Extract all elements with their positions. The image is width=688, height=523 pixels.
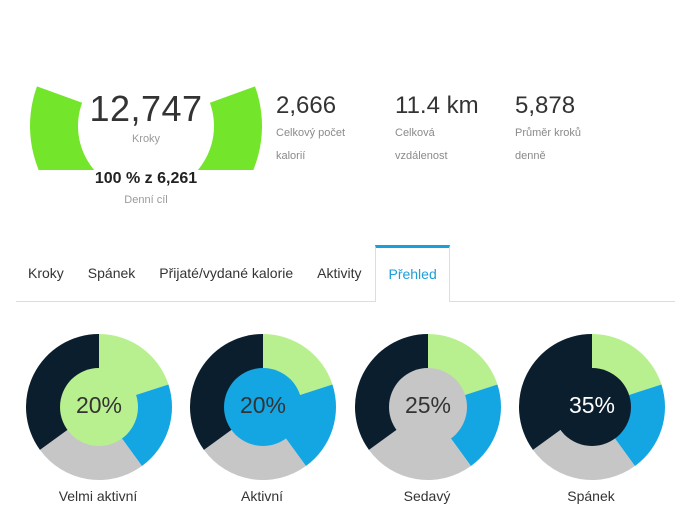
donut-sedentary-label: Sedavý — [403, 488, 451, 504]
daily-goal: 100 % z 6,261 Denní cíl — [30, 170, 262, 206]
donut-very-active-center — [60, 368, 138, 446]
stat-avg-steps-label-line1: Průměr kroků — [515, 127, 582, 139]
stat-avg-steps-label-line2: denně — [515, 150, 546, 162]
donut-active-label: Aktivní — [240, 488, 283, 504]
stat-distance-value: 11.4 km — [395, 92, 479, 119]
stat-calories: 2,666 Celkový počet kalorií — [276, 92, 345, 168]
donut-sedentary-percent: 25% — [404, 392, 452, 418]
stat-avg-steps-value: 5,878 — [515, 92, 576, 119]
tab-prehled[interactable]: Přehled — [375, 245, 450, 302]
stat-distance-label: Celková vzdálenost — [395, 122, 479, 168]
donut-active-center — [224, 368, 302, 446]
donut-active: 20% Aktivní — [174, 334, 336, 514]
steps-gauge-arc — [30, 86, 262, 170]
donut-sleep-label: Spánek — [567, 488, 615, 504]
donut-active-slice-sleep — [190, 334, 263, 450]
stat-calories-value: 2,666 — [276, 92, 337, 119]
donut-very-active-percent: 20% — [75, 392, 123, 418]
daily-goal-label: Denní cíl — [124, 194, 168, 206]
donut-very-active-chart — [26, 334, 172, 480]
tab-kroky[interactable]: Kroky — [28, 265, 64, 281]
stat-calories-label-line2: kalorií — [276, 150, 306, 162]
stat-distance-label-line1: Celková — [395, 127, 435, 139]
daily-goal-value: 100 % z 6,261 — [94, 170, 198, 187]
stat-calories-label-line1: Celkový počet — [276, 127, 346, 139]
tab-aktivity[interactable]: Aktivity — [317, 265, 362, 281]
donut-sleep-percent: 35% — [568, 392, 616, 418]
steps-gauge-fill — [30, 86, 262, 170]
stat-distance: 11.4 km Celková vzdálenost — [395, 92, 479, 168]
stat-avg-steps: 5,878 Průměr kroků denně — [515, 92, 581, 168]
donut-very-active-label: Velmi aktivní — [58, 488, 138, 504]
steps-value: 12,747 — [89, 88, 203, 129]
donut-active-percent: 20% — [239, 392, 287, 418]
donut-sleep-chart — [519, 334, 665, 480]
steps-gauge: 12,747 Kroky — [30, 10, 262, 170]
tab-spanek[interactable]: Spánek — [87, 265, 136, 281]
donut-very-active-slice-sleep — [26, 334, 99, 450]
donut-sedentary-center — [389, 368, 467, 446]
donut-active-chart — [190, 334, 336, 480]
donut-very-active: 20% Velmi aktivní — [10, 334, 172, 514]
steps-label: Kroky — [131, 133, 161, 145]
donut-sleep-center — [553, 368, 631, 446]
stat-calories-label: Celkový počet kalorií — [276, 122, 345, 168]
tab-bar: Kroky Spánek Přijaté/vydané kalorie Akti… — [16, 245, 675, 302]
donut-sedentary-chart — [355, 334, 501, 480]
stat-distance-label-line2: vzdálenost — [395, 150, 448, 162]
donut-sleep: 35% Spánek — [503, 334, 665, 514]
tab-kalorie[interactable]: Přijaté/vydané kalorie — [159, 265, 294, 281]
donut-sedentary-slice-sleep — [355, 334, 428, 450]
donut-sleep-slice-sleep — [519, 334, 592, 450]
stat-avg-steps-label: Průměr kroků denně — [515, 122, 581, 168]
donut-sedentary: 25% Sedavý — [339, 334, 501, 514]
